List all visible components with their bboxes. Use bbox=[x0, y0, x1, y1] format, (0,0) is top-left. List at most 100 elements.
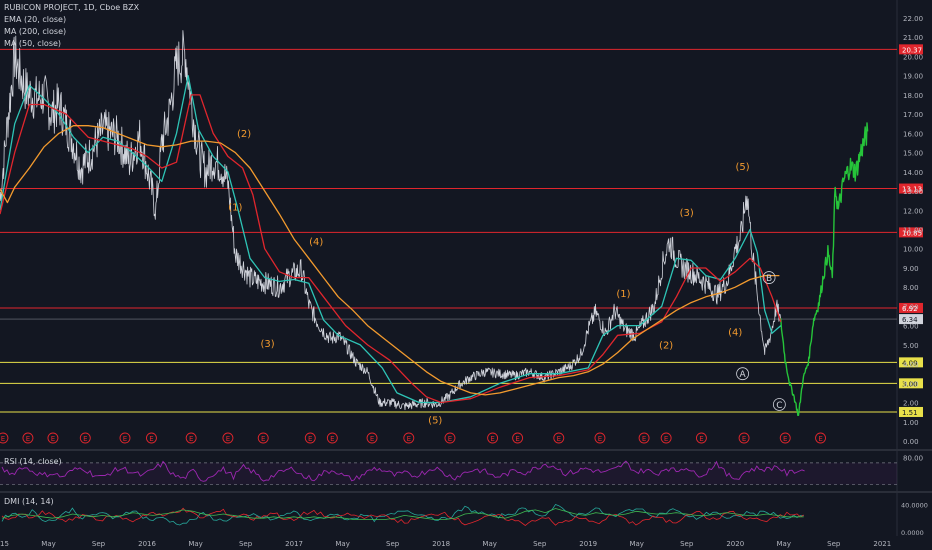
wave-label: (1) bbox=[616, 289, 630, 300]
level-tag bbox=[899, 378, 923, 389]
earnings-marker bbox=[594, 432, 606, 444]
time-axis[interactable]: 2015 May Sep 2016 May Sep 2017 May Sep 2018 May Sep… bbox=[0, 540, 891, 548]
x-tick-label: 2019 bbox=[579, 540, 597, 548]
y-tick-label: 3.00 bbox=[903, 380, 919, 388]
level-tag bbox=[899, 183, 923, 194]
earnings-letter: E bbox=[448, 435, 452, 443]
y-tick-label: 20.00 bbox=[903, 53, 923, 61]
earnings-marker bbox=[185, 432, 197, 444]
wave-label: (3) bbox=[261, 339, 275, 350]
x-tick-label: May bbox=[188, 540, 202, 548]
series-projection bbox=[780, 122, 869, 416]
y-tick-label: 11.00 bbox=[903, 227, 923, 235]
dmi-pane[interactable]: 40.0000 0.0000 bbox=[1, 501, 928, 537]
earnings-marker bbox=[326, 432, 338, 444]
earnings-marker bbox=[815, 432, 826, 444]
level-label: 13.13 bbox=[902, 186, 922, 194]
wave-label: (2) bbox=[659, 341, 673, 352]
wave-label: (4) bbox=[728, 327, 742, 338]
earnings-marker bbox=[512, 432, 524, 444]
level-label: 20.37 bbox=[902, 46, 922, 54]
y-tick-label: 12.00 bbox=[903, 207, 923, 215]
wave-circle-label: C bbox=[776, 401, 782, 411]
y-tick-label: 0.00 bbox=[903, 438, 919, 446]
level-label: 10.85 bbox=[902, 229, 922, 237]
earnings-marker bbox=[444, 432, 456, 444]
earnings-marker bbox=[695, 432, 707, 444]
y-tick-label: 10.00 bbox=[903, 246, 923, 254]
earnings-letter: E bbox=[490, 435, 494, 443]
earnings-letter: E bbox=[818, 435, 822, 443]
earnings-marker bbox=[403, 432, 415, 444]
earnings-letter: E bbox=[407, 435, 411, 443]
rsi-tick-label: 80.00 bbox=[903, 454, 923, 462]
current-price-tag bbox=[899, 314, 923, 325]
dmi-tick-label: 0.0000 bbox=[901, 529, 924, 537]
earnings-letter: E bbox=[26, 435, 30, 443]
y-tick-label: 1.00 bbox=[903, 419, 919, 427]
price-lines bbox=[0, 30, 869, 416]
symbol-legend: RUBICON PROJECT, 1D, Cboe BZX bbox=[4, 3, 140, 12]
earnings-letter: E bbox=[664, 435, 668, 443]
x-tick-label: Sep bbox=[239, 540, 253, 548]
earnings-marker bbox=[79, 432, 91, 444]
x-tick-label: Sep bbox=[386, 540, 400, 548]
ma200-legend: MA (200, close) bbox=[4, 27, 67, 36]
earnings-letter: E bbox=[149, 435, 153, 443]
y-tick-label: 14.00 bbox=[903, 169, 923, 177]
earnings-marker bbox=[47, 432, 59, 444]
earnings-letter: E bbox=[330, 435, 334, 443]
earnings-letter: E bbox=[699, 435, 703, 443]
x-tick-label: Sep bbox=[533, 540, 547, 548]
wave-circle-label: A bbox=[740, 370, 747, 380]
series-price bbox=[0, 30, 782, 411]
earnings-marker bbox=[487, 432, 499, 444]
earnings-marker bbox=[22, 432, 34, 444]
earnings-marker bbox=[304, 432, 316, 444]
earnings-marker bbox=[738, 432, 750, 444]
price-axis[interactable]: 22.00 21.00 20.00 19.00 18.00 17.00 16.00 15.00… bbox=[903, 15, 923, 446]
y-tick-label: 13.00 bbox=[903, 188, 923, 196]
y-tick-label: 8.00 bbox=[903, 284, 919, 292]
rsi-legend: RSI (14, close) bbox=[4, 457, 62, 466]
earnings-marker bbox=[146, 432, 157, 444]
y-tick-label: 19.00 bbox=[903, 73, 923, 81]
wave-circle bbox=[762, 271, 776, 284]
y-tick-label: 22.00 bbox=[903, 15, 923, 23]
x-tick-label: May bbox=[335, 540, 349, 548]
level-tag bbox=[899, 302, 923, 313]
earnings-marker bbox=[257, 432, 269, 444]
y-tick-label: 7.00 bbox=[903, 303, 919, 311]
x-tick-label: May bbox=[629, 540, 643, 548]
series-ema bbox=[0, 75, 782, 404]
earnings-marker bbox=[222, 432, 234, 444]
x-tick-label: 2017 bbox=[285, 540, 303, 548]
rsi-line bbox=[1, 460, 805, 482]
rsi-pane[interactable]: 80.00 bbox=[0, 454, 923, 485]
x-tick-label: May bbox=[41, 540, 55, 548]
y-tick-label: 21.00 bbox=[903, 34, 923, 42]
x-tick-label: 2021 bbox=[873, 540, 891, 548]
series-ma50 bbox=[0, 94, 782, 404]
horizontal-levels: 20.37 13.13 10.85 6.92 4.09 3.00 1.51 6.34 bbox=[0, 44, 923, 417]
series-ma200 bbox=[0, 125, 780, 396]
y-tick-label: 5.00 bbox=[903, 342, 919, 350]
dmi-minus-line bbox=[1, 507, 804, 527]
earnings-letter: E bbox=[83, 435, 87, 443]
earnings-letter: E bbox=[557, 435, 561, 443]
y-tick-label: 17.00 bbox=[903, 111, 923, 119]
dmi-tick-label: 40.0000 bbox=[901, 501, 928, 509]
earnings-letter: E bbox=[261, 435, 265, 443]
earnings-letter: E bbox=[742, 435, 746, 443]
price-pane[interactable] bbox=[0, 0, 932, 536]
wave-labels: (2) (1) (4) (3) (5) (1) (2) (3) (4) (5) B A C bbox=[228, 129, 786, 427]
earnings-letter: E bbox=[226, 435, 230, 443]
level-label: 6.92 bbox=[902, 305, 918, 313]
y-tick-label: 6.00 bbox=[903, 323, 919, 331]
rsi-band bbox=[0, 462, 897, 485]
y-tick-label: 4.00 bbox=[903, 361, 919, 369]
y-tick-label: 2.00 bbox=[903, 400, 919, 408]
earnings-letter: E bbox=[642, 435, 646, 443]
earnings-letter: E bbox=[370, 435, 374, 443]
